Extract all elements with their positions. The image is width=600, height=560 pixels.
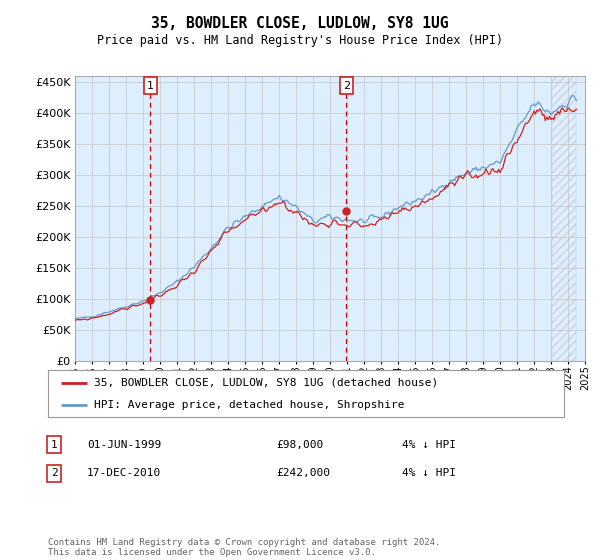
Text: Price paid vs. HM Land Registry's House Price Index (HPI): Price paid vs. HM Land Registry's House … xyxy=(97,34,503,46)
Text: HPI: Average price, detached house, Shropshire: HPI: Average price, detached house, Shro… xyxy=(94,400,405,410)
Text: 01-JUN-1999: 01-JUN-1999 xyxy=(87,440,161,450)
Text: 1: 1 xyxy=(50,440,58,450)
Text: 35, BOWDLER CLOSE, LUDLOW, SY8 1UG: 35, BOWDLER CLOSE, LUDLOW, SY8 1UG xyxy=(151,16,449,31)
Text: 4% ↓ HPI: 4% ↓ HPI xyxy=(402,468,456,478)
Text: Contains HM Land Registry data © Crown copyright and database right 2024.
This d: Contains HM Land Registry data © Crown c… xyxy=(48,538,440,557)
Text: 2: 2 xyxy=(50,468,58,478)
Text: 4% ↓ HPI: 4% ↓ HPI xyxy=(402,440,456,450)
Text: £98,000: £98,000 xyxy=(276,440,323,450)
Text: 1: 1 xyxy=(146,81,154,91)
Text: 17-DEC-2010: 17-DEC-2010 xyxy=(87,468,161,478)
Text: £242,000: £242,000 xyxy=(276,468,330,478)
Text: 2: 2 xyxy=(343,81,350,91)
Text: 35, BOWDLER CLOSE, LUDLOW, SY8 1UG (detached house): 35, BOWDLER CLOSE, LUDLOW, SY8 1UG (deta… xyxy=(94,378,439,388)
